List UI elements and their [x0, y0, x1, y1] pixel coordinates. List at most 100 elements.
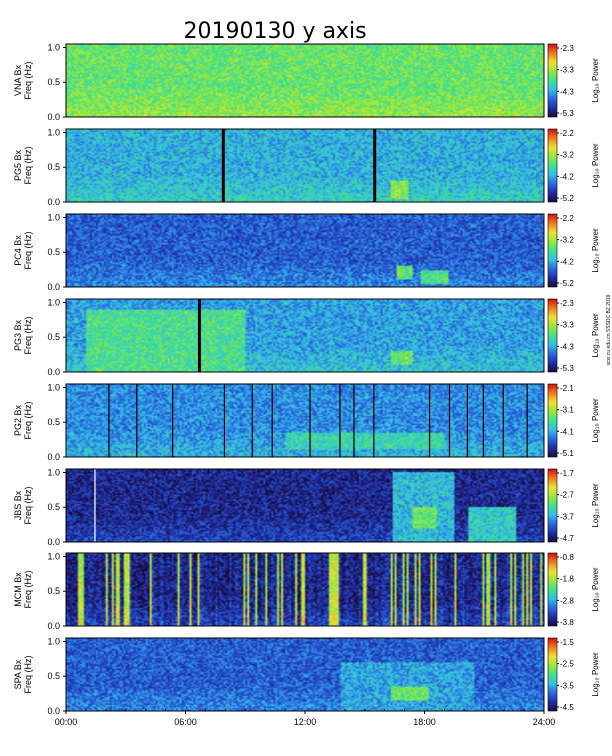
data-gap	[221, 129, 225, 202]
spectrogram-image	[66, 469, 544, 542]
panel-vna: 0.0 0.5 1.0 VNA Bx Freq (Hz) -2.3 -3.3 -4.3 -5.3…	[13, 42, 600, 122]
colorbar-tick-label: -4.7	[560, 534, 574, 543]
y-tick-label: 1.0	[47, 467, 60, 477]
colorbar-tick-label: -3.1	[560, 406, 574, 415]
colorbar-tick-label: -4.5	[560, 703, 574, 712]
y-tick-label: 0.0	[47, 282, 60, 292]
colorbar-label: Log₁₀ Power	[591, 483, 600, 528]
colorbar-tick-label: -3.8	[560, 618, 574, 627]
colorbar-tick-label: -2.7	[560, 491, 574, 500]
colorbar-label: Log₁₀ Power	[591, 58, 600, 103]
colorbar-tick-label: -2.5	[560, 660, 574, 669]
data-gap	[197, 299, 201, 372]
panel-mcm: 0.0 0.5 1.0 MCM Bx Freq (Hz) -0.8 -1.8 -2.8 -3.8…	[13, 551, 600, 631]
colorbar-tick-label: -4.2	[560, 172, 574, 181]
station-label: PC4 Bx	[13, 235, 23, 266]
data-gap	[136, 384, 138, 457]
panel-jbs: 0.0 0.5 1.0 JBS Bx Freq (Hz) -1.7 -2.7 -3.7 -4.7…	[13, 467, 600, 547]
station-label: PG3 Bx	[13, 319, 23, 351]
x-tick-label: 18:00	[413, 717, 436, 727]
data-gap	[108, 384, 110, 457]
x-tick-label: 24:00	[533, 717, 556, 727]
data-gap	[94, 469, 96, 542]
colorbar	[547, 552, 558, 627]
x-tick-label: 00:00	[55, 717, 78, 727]
panel-frame	[65, 552, 545, 627]
colorbar-label: Log₁₀ Power	[591, 143, 600, 188]
colorbar-tick-label: -0.8	[560, 553, 574, 562]
colorbar-tick-label: -2.2	[560, 214, 574, 223]
spectrogram-image	[66, 44, 544, 117]
panel-pg5: 0.0 0.5 1.0 PG5 Bx Freq (Hz) -2.2 -3.2 -4.2 -5.2…	[13, 127, 600, 207]
y-tick-label: 0.0	[47, 367, 60, 377]
y-tick-label: 0.0	[47, 706, 60, 716]
data-gap	[526, 384, 528, 457]
freq-axis-label: Freq (Hz)	[23, 61, 33, 99]
data-gap	[466, 384, 469, 457]
data-gap	[482, 384, 484, 457]
y-tick-label: 1.0	[47, 297, 60, 307]
spectrogram-image	[66, 638, 544, 711]
colorbar-tick-label: -1.5	[560, 638, 574, 647]
y-tick-label: 0.5	[47, 502, 60, 512]
data-gap	[309, 384, 311, 457]
y-tick-label: 1.0	[47, 382, 60, 392]
x-tick-label: 06:00	[174, 717, 197, 727]
data-gap	[428, 384, 431, 457]
colorbar-tick-label: -4.3	[560, 87, 574, 96]
panel-pg2: 0.0 0.5 1.0 PG2 Bx Freq (Hz) -2.1 -3.1 -4.1 -5.1…	[13, 382, 600, 462]
colorbar	[547, 383, 558, 458]
data-gap	[271, 384, 273, 457]
y-tick-label: 0.0	[47, 537, 60, 547]
data-gap	[373, 384, 375, 457]
freq-axis-label: Freq (Hz)	[23, 655, 33, 693]
y-tick-label: 1.0	[47, 551, 60, 561]
data-gap	[448, 384, 451, 457]
spectrogram-image	[66, 214, 544, 287]
station-label: MCM Bx	[13, 572, 23, 607]
colorbar-label: Log₁₀ Power	[591, 567, 600, 612]
colorbar-tick-label: -5.3	[560, 109, 574, 118]
spectrogram-image	[66, 553, 544, 626]
freq-axis-label: Freq (Hz)	[23, 486, 33, 524]
panel-frame	[65, 383, 545, 458]
y-tick-label: 1.0	[47, 212, 60, 222]
station-label: VNA Bx	[13, 64, 23, 96]
panel-frame	[65, 128, 545, 203]
y-tick-label: 0.5	[47, 77, 60, 87]
colorbar-tick-label: -5.2	[560, 194, 574, 203]
colorbar	[547, 43, 558, 118]
colorbar-tick-label: -2.8	[560, 596, 574, 605]
colorbar-label: Log₁₀ Power	[591, 652, 600, 697]
colorbar-tick-label: -1.8	[560, 575, 574, 584]
colorbar	[547, 468, 558, 543]
x-axis: 00:00 06:00 12:00 18:00 24:00	[55, 709, 556, 727]
colorbar-tick-label: -3.7	[560, 512, 574, 521]
data-gap	[502, 384, 504, 457]
colorbar-tick-label: -5.2	[560, 279, 574, 288]
freq-axis-label: Freq (Hz)	[23, 401, 33, 439]
data-gap	[339, 384, 341, 457]
spectrogram-image	[66, 384, 544, 457]
colorbar	[547, 637, 558, 712]
spectrogram-image	[66, 299, 544, 372]
data-gap	[172, 384, 174, 457]
panel-spa: 0.0 0.5 1.0 SPA Bx Freq (Hz) -1.5 -2.5 -3.5 -4.5…	[13, 636, 600, 716]
data-gap	[223, 384, 226, 457]
freq-axis-label: Freq (Hz)	[23, 146, 33, 184]
data-gap	[373, 129, 377, 202]
station-label: PG2 Bx	[13, 404, 23, 436]
colorbar-tick-label: -3.3	[560, 321, 574, 330]
colorbar-tick-label: -2.2	[560, 129, 574, 138]
y-tick-label: 0.5	[47, 162, 60, 172]
colorbar	[547, 298, 558, 373]
station-label: PG5 Bx	[13, 149, 23, 181]
y-tick-label: 1.0	[47, 636, 60, 646]
colorbar-tick-label: -4.2	[560, 257, 574, 266]
freq-axis-label: Freq (Hz)	[23, 231, 33, 269]
data-gap	[251, 384, 253, 457]
colorbar-label: Log₁₀ Power	[591, 398, 600, 443]
panel-frame	[65, 298, 545, 373]
